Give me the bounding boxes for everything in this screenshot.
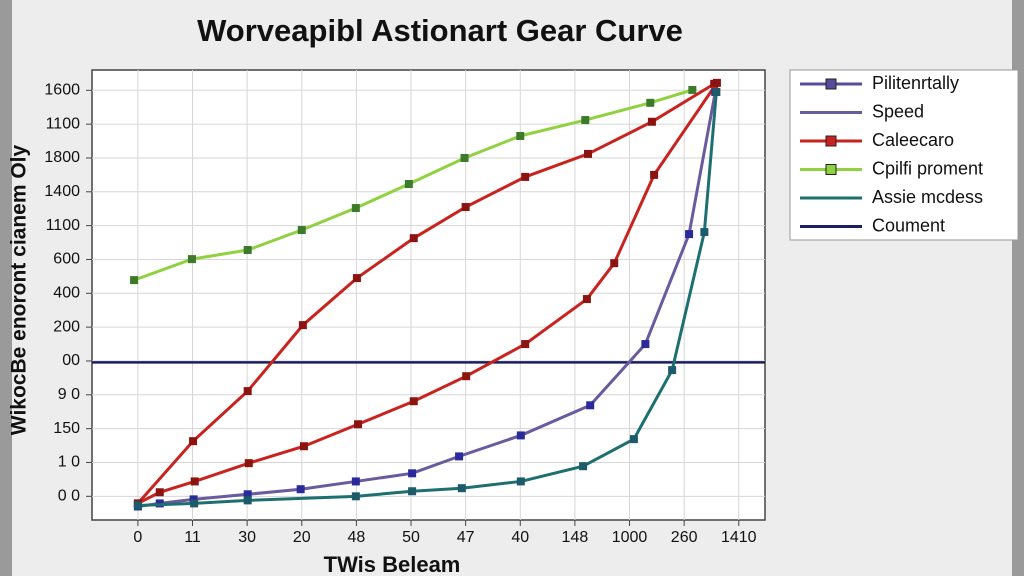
series-line (137, 91, 718, 507)
x-tick-label: 40 (511, 529, 529, 546)
data-point (351, 204, 360, 213)
data-point (130, 276, 139, 285)
y-tick-label: 1 0 (58, 454, 80, 471)
y-tick-label: 1100 (46, 115, 81, 132)
data-point (299, 442, 308, 451)
data-point (647, 117, 656, 126)
x-tick-label: 20 (293, 529, 311, 546)
y-tick-label: 1800 (44, 149, 80, 166)
x-tick-label: 47 (457, 529, 475, 546)
data-point (243, 490, 252, 499)
data-point (190, 499, 199, 508)
x-tick-label: 1000 (612, 529, 648, 546)
data-point (586, 401, 595, 410)
legend-marker (825, 164, 837, 175)
data-point (352, 274, 361, 283)
x-tick-label: 1410 (721, 529, 757, 546)
legend-marker (825, 78, 837, 90)
legend-label: Pilitenrtally (872, 73, 959, 93)
legend (789, 69, 1019, 241)
data-point (700, 228, 709, 237)
data-point (712, 87, 721, 96)
y-tick-label: 00 (62, 352, 80, 369)
legend-marker (825, 135, 837, 147)
data-point (187, 255, 196, 264)
y-tick-label: 1400 (44, 183, 80, 200)
data-point (133, 501, 142, 510)
x-tick-label: 11 (184, 529, 201, 546)
legend-label: Cpilfi proment (872, 158, 983, 178)
data-point (409, 397, 418, 406)
y-tick-label: 400 (53, 285, 80, 302)
data-point (584, 149, 593, 158)
plot-area (91, 69, 766, 521)
data-point (516, 131, 525, 140)
data-point (610, 259, 619, 268)
x-tick-label: 148 (562, 529, 589, 546)
data-point (641, 340, 650, 349)
data-point (455, 452, 464, 461)
data-point (155, 488, 164, 497)
data-point (516, 477, 525, 486)
data-point (408, 469, 417, 478)
data-point (189, 495, 198, 504)
data-point (243, 387, 252, 396)
x-tick-label: 48 (347, 529, 365, 546)
data-point (243, 246, 252, 254)
data-point (521, 172, 530, 181)
legend-label: Caleecaro (872, 130, 954, 150)
data-point (685, 230, 694, 239)
data-point (190, 477, 199, 486)
y-tick-label: 600 (53, 251, 80, 268)
data-point (244, 459, 253, 468)
data-point (457, 484, 466, 493)
data-point (409, 234, 418, 243)
data-point (650, 170, 659, 179)
data-point (296, 485, 305, 494)
x-tick-label: 50 (402, 529, 420, 546)
y-tick-label: 1100 (46, 217, 81, 234)
data-point (408, 487, 417, 496)
data-point (646, 98, 655, 107)
data-point (404, 180, 413, 189)
x-tick-label: 260 (671, 529, 698, 546)
data-point (298, 321, 307, 330)
x-axis-label: TWis Beleam (324, 552, 461, 576)
legend-label: Coument (872, 215, 945, 235)
data-point (243, 496, 252, 505)
data-point (521, 340, 530, 349)
y-tick-label: 0 0 (58, 488, 80, 505)
chart-title: Worveapibl Astionart Gear Curve (197, 13, 683, 48)
data-point (516, 431, 525, 440)
data-point (629, 435, 638, 444)
y-axis-label: WikocBe enoront cianem Oly (8, 144, 31, 435)
data-point (688, 85, 697, 94)
data-point (582, 295, 591, 304)
y-tick-label: 1600 (44, 82, 80, 99)
x-tick-label: 30 (238, 529, 256, 546)
data-point (351, 477, 360, 486)
side-band (0, 0, 12, 576)
data-point (461, 203, 470, 212)
data-point (354, 420, 363, 429)
data-point (712, 78, 721, 87)
data-point (351, 492, 360, 501)
data-point (581, 116, 590, 125)
data-point (579, 462, 588, 471)
data-point (297, 226, 306, 235)
x-tick-label: 0 (133, 529, 142, 546)
data-point (189, 437, 198, 446)
data-point (460, 153, 469, 162)
y-tick-label: 150 (53, 420, 80, 437)
y-tick-label: 9 0 (58, 386, 80, 403)
legend-label: Assie mcdess (872, 187, 983, 207)
data-point (462, 372, 471, 381)
data-point (668, 366, 677, 375)
legend-label: Speed (872, 101, 924, 121)
y-tick-label: 200 (53, 318, 80, 335)
